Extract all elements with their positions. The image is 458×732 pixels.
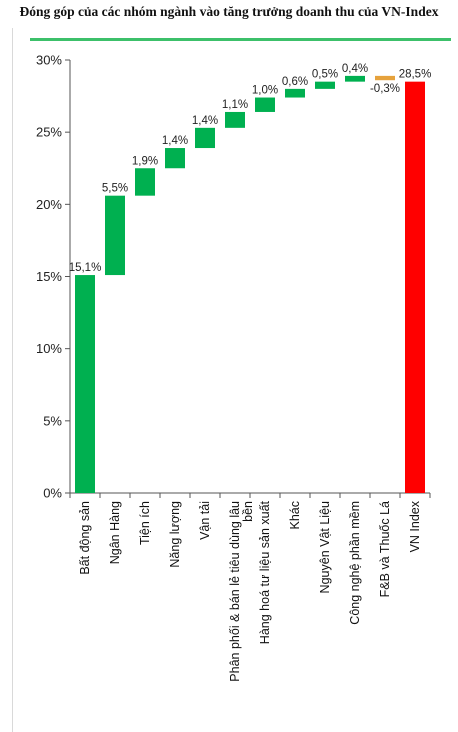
data-label-4: 1,4%: [162, 135, 188, 147]
data-label-7: 1,0%: [252, 85, 278, 97]
bar-2: [105, 195, 125, 276]
x-category-label: VN Index: [408, 500, 422, 552]
bar-4: [165, 148, 185, 169]
bar-8: [285, 88, 305, 98]
chart-title: Đóng góp của các nhóm ngành vào tăng trư…: [19, 4, 439, 19]
x-category-label: Tiện ích: [138, 501, 152, 545]
y-tick-label: 30%: [36, 53, 62, 68]
x-category-label: Phân phối & bán lẻ tiêu dùng lâubền: [228, 501, 255, 682]
bar-9: [315, 81, 335, 89]
data-label-10: 0,4%: [342, 63, 368, 75]
data-label-9: 0,5%: [312, 69, 338, 81]
chart-panel: [12, 28, 458, 732]
bar-1: [75, 275, 95, 493]
bar-5: [195, 127, 215, 149]
data-label-5: 1,4%: [192, 115, 218, 127]
y-tick-label: 15%: [36, 269, 62, 284]
y-tick-label: 20%: [36, 197, 62, 212]
x-category-label: Khác: [288, 501, 302, 530]
title-rule: [30, 38, 451, 41]
bar-7: [255, 97, 275, 112]
y-tick-label: 5%: [43, 413, 62, 428]
y-tick-label: 25%: [36, 125, 62, 140]
data-label-12: 28,5%: [399, 69, 432, 81]
bar-10: [345, 75, 365, 82]
y-tick-label: 0%: [43, 486, 62, 501]
y-tick-label: 10%: [36, 341, 62, 356]
x-category-label: Bất động sản: [78, 501, 92, 575]
x-category-label: F&B và Thuốc Lá: [378, 501, 392, 597]
x-category-label: Ngân Hàng: [108, 501, 122, 564]
data-label-3: 1,9%: [132, 155, 158, 167]
x-category-label: Vận tải: [198, 501, 212, 540]
x-category-label: Nguyên Vật Liệu: [318, 501, 332, 593]
bar-3: [135, 168, 155, 196]
bar-11: [375, 75, 395, 81]
data-label-8: 0,6%: [282, 76, 308, 88]
x-category-label: Năng lượng: [168, 501, 182, 568]
data-label-1: 15,1%: [69, 262, 102, 274]
bar-6: [225, 111, 245, 128]
bar-12: [405, 81, 425, 494]
data-label-11: -0,3%: [370, 83, 400, 95]
data-label-2: 5,5%: [102, 183, 128, 195]
x-category-label: Công nghệ phần mềm: [348, 501, 362, 625]
x-category-label: Hàng hoá tư liệu sản xuất: [258, 500, 272, 644]
data-label-6: 1,1%: [222, 99, 248, 111]
